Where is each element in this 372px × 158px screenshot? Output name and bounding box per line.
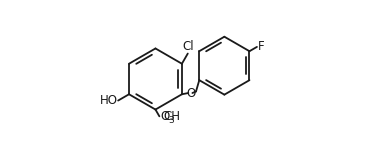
Text: O: O: [186, 87, 195, 100]
Text: 3: 3: [169, 116, 174, 125]
Text: Cl: Cl: [182, 40, 193, 53]
Text: CH: CH: [164, 110, 181, 123]
Text: HO: HO: [99, 94, 118, 107]
Text: O: O: [160, 110, 169, 123]
Text: F: F: [257, 40, 264, 53]
